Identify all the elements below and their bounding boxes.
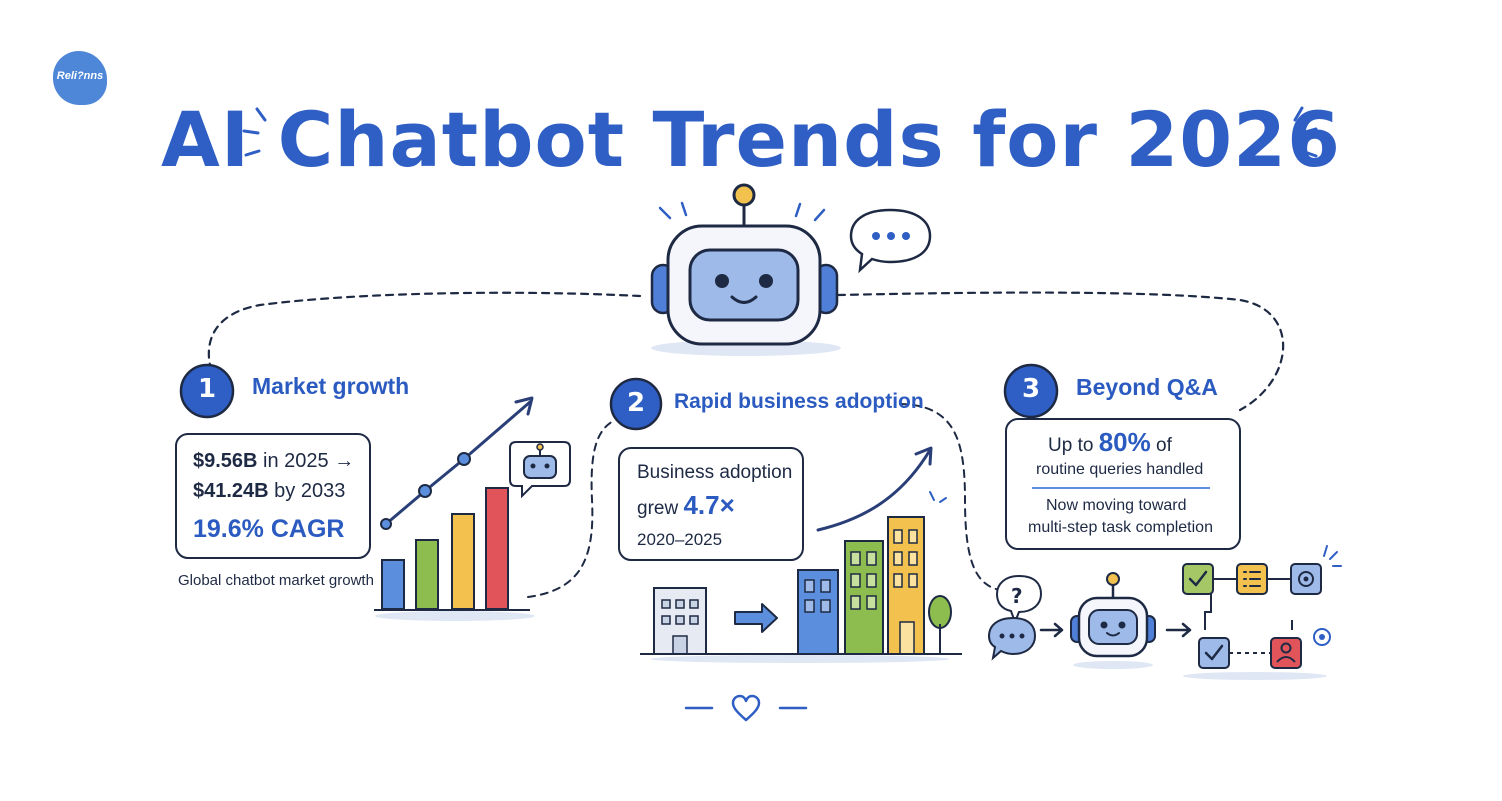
step-3-line-4: multi-step task completion	[1028, 519, 1213, 536]
step-2-heading: Rapid business adoption	[674, 390, 924, 413]
step-1-heading: Market growth	[252, 373, 410, 399]
step-2-number: 2	[626, 388, 646, 418]
step-1-badge	[179, 363, 235, 419]
step-2-line-2-prefix: grew	[637, 498, 684, 519]
step-2-years: 2020–2025	[637, 530, 723, 549]
step-2-card	[618, 447, 804, 561]
step-2-line-2: grew 4.7×	[637, 490, 735, 521]
step-3-heading: Beyond Q&A	[1076, 374, 1218, 400]
step-3-card	[1005, 418, 1241, 550]
page-title: AI Chatbot Trends for 2026	[161, 95, 1341, 184]
step-3-badge	[1003, 363, 1059, 419]
trend-arrow-icon	[380, 396, 534, 530]
step-3-line-1: Up to 80% of	[1048, 427, 1172, 458]
step-1-line-1: $9.56B in 2025 →	[193, 450, 354, 473]
office-building-icon	[653, 587, 707, 655]
small-robot-icon	[1070, 572, 1156, 658]
step-3-line-3: Now moving toward	[1046, 497, 1187, 514]
step-3-number: 3	[1021, 374, 1041, 404]
step-1-number: 1	[197, 374, 217, 404]
step-2-badge	[609, 377, 663, 431]
step-3-suffix: of	[1150, 435, 1172, 456]
step-2-growth-value: 4.7×	[683, 490, 735, 520]
bar-chart-icon	[374, 396, 571, 621]
step-1-line-1-rest: in 2025 →	[257, 450, 355, 472]
robot-icon	[650, 183, 839, 346]
step-1-cagr: 19.6% CAGR	[193, 515, 345, 543]
step-1-value-2025: $9.56B	[193, 450, 258, 472]
chat-bubble-icon	[849, 208, 932, 274]
workflow-icon: ?	[987, 545, 1342, 680]
question-bubble-icon: ?	[995, 574, 1043, 625]
step-1-caption: Global chatbot market growth	[178, 572, 374, 589]
mini-robot-icon	[509, 441, 571, 499]
brand-logo: Reli?nns	[53, 51, 107, 105]
step-3-percent: 80%	[1098, 427, 1151, 457]
step-2-line-1: Business adoption	[637, 462, 793, 483]
step-3-line-2: routine queries handled	[1036, 461, 1204, 478]
svg-text:?: ?	[1011, 584, 1023, 608]
step-1-value-2033: $41.24B	[193, 480, 269, 502]
step-1-card	[175, 433, 371, 559]
logo-text: Reli?nns	[56, 70, 104, 82]
step-1-line-2: $41.24B by 2033	[193, 480, 345, 503]
adoption-illustration	[640, 446, 962, 663]
heart-icon	[731, 694, 761, 722]
step-1-line-2-rest: by 2033	[268, 480, 346, 502]
step-3-prefix: Up to	[1048, 435, 1099, 456]
city-buildings-icon	[797, 516, 952, 655]
